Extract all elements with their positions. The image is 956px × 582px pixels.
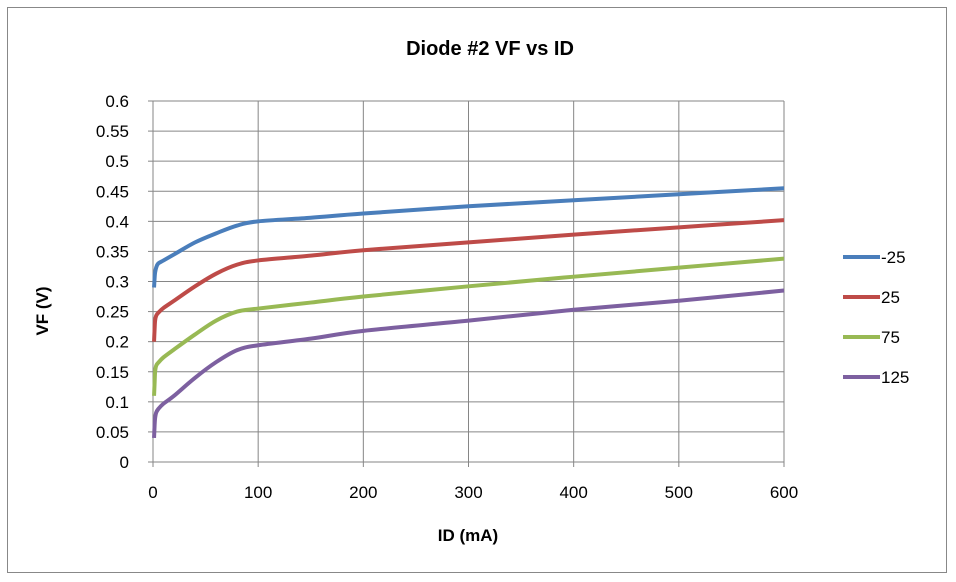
- x-axis-title: ID (mA): [438, 526, 498, 545]
- legend-label: 125: [881, 368, 909, 387]
- x-tick-label: 600: [770, 483, 798, 502]
- x-tick-label: 400: [559, 483, 587, 502]
- y-tick-label: 0.5: [105, 152, 129, 171]
- legend-item: -25: [843, 248, 906, 267]
- legend-item: 125: [843, 368, 909, 387]
- y-tick-label: 0.6: [105, 92, 129, 111]
- gridlines: [152, 100, 785, 463]
- series-line-3: [152, 288, 785, 439]
- y-tick-label: 0: [120, 453, 129, 472]
- x-tick-label: 200: [349, 483, 377, 502]
- y-tick-labels: 0 0.05 0.1 0.15 0.2 0.25 0.3 0.35 0.4 0.45 0.5 0.55…: [96, 92, 153, 472]
- legend-label: 75: [881, 328, 900, 347]
- y-tick-label: 0.3: [105, 273, 129, 292]
- legend: -25 25 75 125: [843, 248, 909, 387]
- series-line-2: [152, 256, 785, 396]
- legend-item: 25: [843, 288, 900, 307]
- x-tick-label: 500: [665, 483, 693, 502]
- y-tick-label: 0.15: [96, 363, 129, 382]
- series-line-0: [152, 186, 785, 288]
- legend-item: 75: [843, 328, 900, 347]
- y-tick-label: 0.55: [96, 122, 129, 141]
- y-tick-label: 0.35: [96, 242, 129, 261]
- x-tick-label: 100: [244, 483, 272, 502]
- y-tick-label: 0.25: [96, 303, 129, 322]
- x-tick-label: 0: [148, 483, 157, 502]
- chart-title: Diode #2 VF vs ID: [406, 38, 574, 60]
- y-tick-label: 0.4: [105, 212, 129, 231]
- series-line-1: [152, 218, 785, 342]
- legend-label: 25: [881, 288, 900, 307]
- series-lines: [152, 186, 785, 439]
- y-tick-label: 0.1: [105, 393, 129, 412]
- x-tick-label: 300: [454, 483, 482, 502]
- x-tick-labels: 0 100 200 300 400 500 600: [148, 462, 798, 502]
- y-tick-label: 0.05: [96, 423, 129, 442]
- legend-label: -25: [881, 248, 906, 267]
- y-axis-title: VF (V): [33, 286, 52, 335]
- y-tick-label: 0.2: [105, 333, 129, 352]
- y-tick-label: 0.45: [96, 182, 129, 201]
